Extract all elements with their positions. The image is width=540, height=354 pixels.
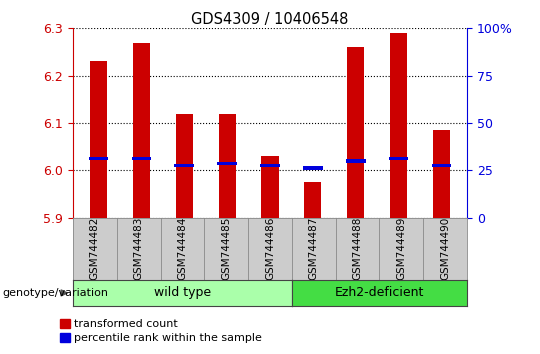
Bar [433,130,450,218]
Bar [303,166,323,170]
Bar [174,164,194,167]
Text: Ezh2-deficient: Ezh2-deficient [335,286,424,299]
Bar [260,164,280,167]
Text: GSM744485: GSM744485 [221,217,231,280]
Text: GSM744483: GSM744483 [133,217,144,280]
Legend: transformed count, percentile rank within the sample: transformed count, percentile rank withi… [59,319,262,343]
Text: GSM744484: GSM744484 [178,217,187,280]
Bar [90,62,107,218]
Text: GSM744488: GSM744488 [353,217,362,280]
Bar [346,159,366,162]
Bar [176,114,193,218]
Text: GSM744489: GSM744489 [396,217,407,280]
Bar [390,33,407,218]
Bar [133,42,150,218]
Text: GSM744487: GSM744487 [309,217,319,280]
Text: GSM744486: GSM744486 [265,217,275,280]
Text: wild type: wild type [154,286,211,299]
Text: GSM744490: GSM744490 [440,217,450,280]
Bar [219,114,236,218]
Bar [389,157,408,160]
Text: genotype/variation: genotype/variation [3,288,109,298]
Bar [261,156,279,218]
Bar [132,157,151,160]
Bar [217,162,237,165]
Bar [347,47,365,218]
Text: GDS4309 / 10406548: GDS4309 / 10406548 [191,12,349,27]
Text: GSM744482: GSM744482 [90,217,100,280]
Bar [89,157,109,160]
Bar [431,164,451,167]
Bar [304,182,321,218]
